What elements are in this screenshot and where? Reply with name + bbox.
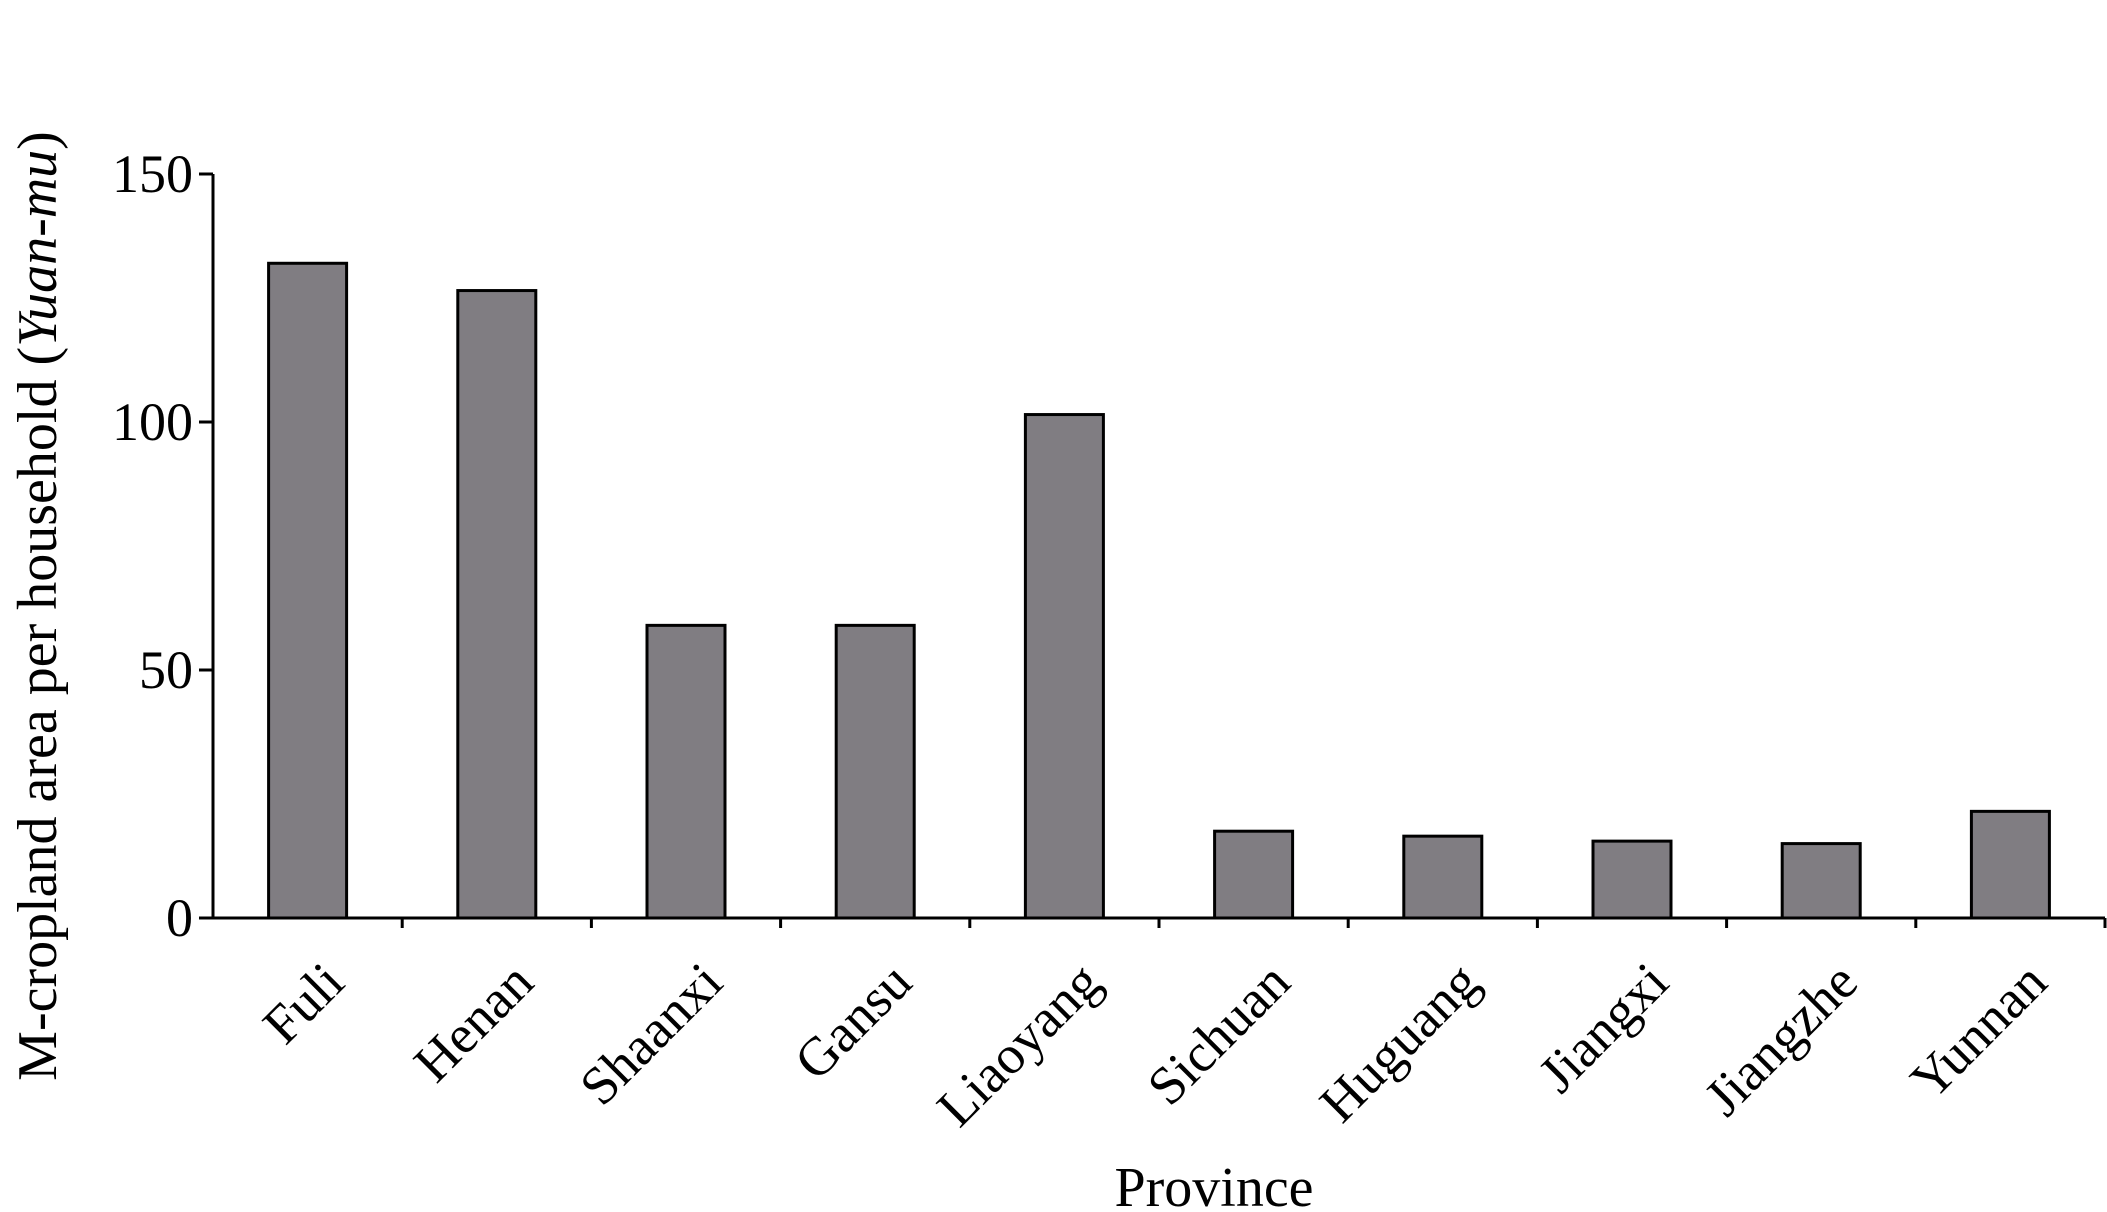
x-axis-title: Province [1114, 1157, 1313, 1212]
x-tick-labels: Fuli Henan Shaanxi Gansu Liaoyang Sichuan Hugu… [251, 951, 2058, 1138]
bar-shaanxi [645, 623, 727, 920]
x-ticks [400, 918, 2107, 928]
y-tick-label: 100 [112, 392, 193, 452]
bar-henan [456, 289, 538, 920]
bar-liaoyang [1023, 413, 1105, 920]
y-tick-label: 50 [139, 640, 193, 700]
x-tick-label-huguang: Huguang [1308, 951, 1490, 1133]
x-tick-label-liaoyang: Liaoyang [925, 951, 1112, 1138]
x-tick-label-sichuan: Sichuan [1136, 951, 1301, 1116]
y-axis-title-main: M-cropland area per household ( [7, 347, 69, 1081]
x-tick-label-fuli: Fuli [251, 951, 355, 1055]
x-tick-label-shaanxi: Shaanxi [568, 951, 733, 1116]
bar-huguang [1402, 834, 1484, 920]
y-tick-label: 0 [166, 888, 193, 948]
y-tick-label: 150 [112, 144, 193, 204]
x-tick-label-jiangxi: Jiangxi [1527, 951, 1680, 1104]
bar-yunnan [1969, 809, 2051, 920]
y-axis-title-close: ) [7, 131, 69, 150]
bars-layer [267, 261, 2051, 920]
bar-gansu [834, 623, 916, 920]
bar-fuli [267, 261, 349, 920]
x-tick-label-gansu: Gansu [783, 951, 923, 1091]
bar-jiangzhe [1780, 842, 1862, 920]
y-axis-title: M-cropland area per household (Yuan-mu) [7, 131, 69, 1081]
x-tick-label-jiangzhe: Jiangzhe [1693, 951, 1869, 1127]
x-tick-label-henan: Henan [402, 951, 544, 1093]
x-tick-label-yunnan: Yunnan [1899, 951, 2058, 1110]
y-ticks: 0 50 100 150 [112, 144, 213, 948]
bar-sichuan [1213, 829, 1295, 920]
bar-jiangxi [1591, 839, 1673, 920]
y-axis-title-unit: Yuan-mu [7, 150, 69, 347]
